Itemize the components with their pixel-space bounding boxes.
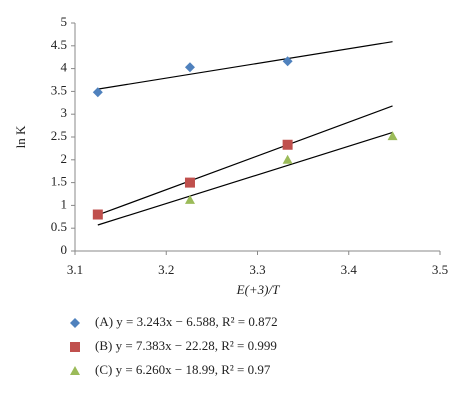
y-tick-label: 2 (61, 151, 68, 166)
y-tick-label: 0 (61, 242, 68, 257)
x-tick-label: 3.1 (67, 262, 83, 277)
trend-line (97, 105, 393, 216)
trend-line (97, 131, 393, 226)
legend-marker (70, 366, 80, 375)
y-tick-label: 0.5 (51, 219, 67, 234)
trend-line (97, 41, 393, 90)
y-tick-label: 4.5 (51, 37, 67, 52)
legend-label: (C) y = 6.260x − 18.99, R² = 0.97 (95, 362, 271, 377)
y-tick-label: 4 (61, 60, 68, 75)
point (184, 194, 195, 204)
x-tick-label: 3.3 (249, 262, 265, 277)
y-tick-label: 1.5 (51, 174, 67, 189)
point (387, 131, 398, 141)
x-tick-label: 3.4 (341, 262, 358, 277)
legend-label: (B) y = 7.383x − 22.28, R² = 0.999 (95, 338, 277, 353)
y-tick-label: 5 (61, 14, 68, 29)
point (184, 62, 195, 73)
point (92, 209, 103, 220)
y-tick-label: 3 (61, 105, 68, 120)
point (282, 154, 293, 164)
point (92, 87, 103, 98)
x-tick-label: 3.5 (432, 262, 448, 277)
y-tick-label: 2.5 (51, 128, 67, 143)
x-tick-label: 3.2 (158, 262, 174, 277)
y-axis-label: ln K (13, 125, 28, 148)
legend-marker (70, 342, 80, 352)
legend-marker (70, 318, 80, 328)
point (184, 177, 195, 188)
y-tick-label: 3.5 (51, 82, 67, 97)
legend-label: (A) y = 3.243x − 6.588, R² = 0.872 (95, 314, 278, 329)
point (282, 56, 293, 67)
point (282, 139, 293, 150)
y-tick-label: 1 (61, 196, 68, 211)
x-axis-label: E(+3)/T (236, 282, 280, 297)
